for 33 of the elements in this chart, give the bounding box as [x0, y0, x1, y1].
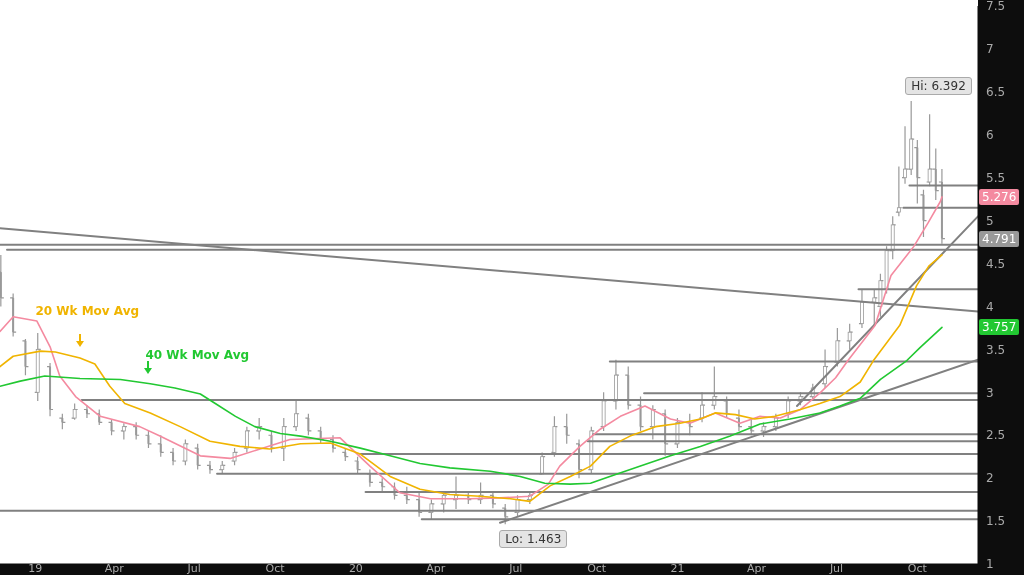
- x-tick-label: 20: [348, 561, 363, 575]
- annotation: Lo: 1.463: [499, 530, 568, 549]
- x-tick-label: Jul: [186, 561, 201, 575]
- x-tick-label: Jul: [828, 561, 844, 575]
- text: 20 Wk Mov Avg: [35, 304, 140, 319]
- y-tick-label: 1: [986, 557, 994, 572]
- x-tick-label: Oct: [265, 561, 286, 575]
- y-tick-label: 6: [986, 128, 994, 143]
- y-tick-label: 5.5: [986, 170, 1006, 185]
- y-tick-label: 7: [986, 42, 994, 57]
- x-tick-label: Apr: [426, 561, 446, 575]
- x-tick-label: Oct: [587, 561, 607, 575]
- series-label: 40 Wk Mov Avg: [145, 348, 250, 363]
- y-tick-label: 4.5: [986, 256, 1006, 271]
- x-tick-label: Oct: [907, 561, 928, 575]
- y-tick-label: 2.5: [986, 428, 1006, 443]
- y-tick-label: 3.5: [986, 342, 1006, 357]
- x-tick-label: Jul: [508, 561, 523, 575]
- y-tick-label: 7.5: [986, 0, 1006, 14]
- annotation: 5.276: [979, 188, 1020, 205]
- x-tick-label: Apr: [104, 561, 125, 575]
- y-tick-label: 2: [986, 471, 994, 486]
- x-tick-label: 19: [28, 561, 43, 575]
- y-tick-label: 3: [986, 385, 994, 400]
- y-tick-label: 6.5: [986, 85, 1006, 100]
- y-tick-label: 4: [986, 299, 994, 314]
- x-tick-label: 21: [670, 561, 685, 575]
- annotation: 4.791: [979, 230, 1020, 247]
- y-tick-label: 5: [986, 213, 994, 228]
- x-tick-label: Apr: [747, 561, 767, 575]
- annotation: 3.757: [979, 319, 1020, 336]
- annotation: Hi: 6.392: [905, 77, 972, 96]
- y-tick-label: 1.5: [986, 514, 1006, 529]
